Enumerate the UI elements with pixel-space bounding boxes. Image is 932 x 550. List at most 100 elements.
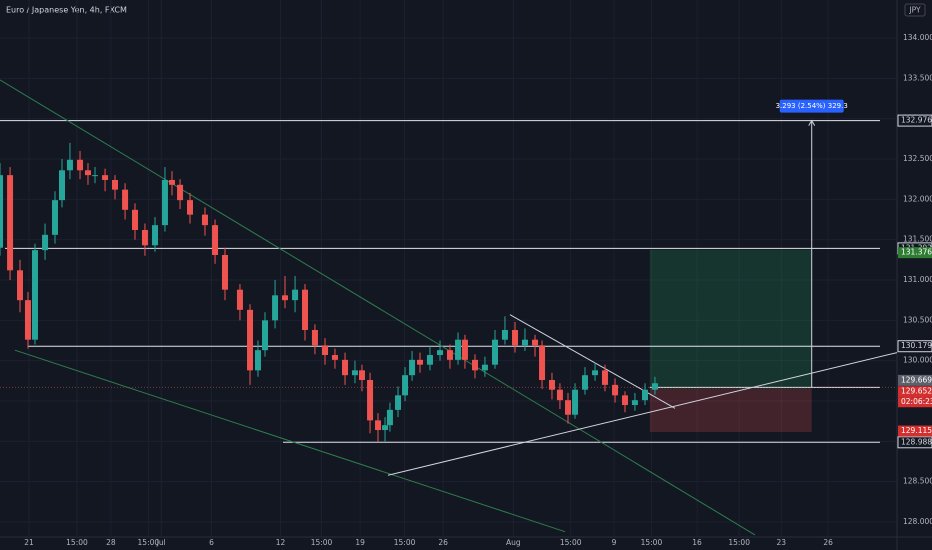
candle-body xyxy=(455,339,462,360)
candle-body xyxy=(152,225,159,246)
price-tag: 132.976 xyxy=(901,116,932,125)
x-tick-label: 15:00 xyxy=(66,538,88,547)
currency[interactable]: JPY xyxy=(908,6,921,15)
candle-body xyxy=(77,159,84,171)
candle-body xyxy=(254,350,261,371)
x-tick-label: 15:00 xyxy=(394,538,416,547)
loss-zone xyxy=(649,388,812,433)
candle-body xyxy=(556,389,563,401)
price-tag-box xyxy=(897,114,932,127)
y-tick-label: 131.500 xyxy=(903,235,932,244)
candle-body xyxy=(641,389,648,401)
x-tick-label: 26 xyxy=(438,538,448,547)
candle-body xyxy=(221,254,228,290)
price-tag-box xyxy=(897,340,932,353)
candle-body xyxy=(367,380,374,421)
candle-body xyxy=(402,375,409,396)
candle-body xyxy=(272,295,279,321)
candle-body xyxy=(292,289,299,301)
x-tick-label: 16 xyxy=(692,538,702,547)
x-tick-label: 12 xyxy=(276,538,286,547)
candle-body xyxy=(382,425,389,431)
candle-body xyxy=(395,395,402,410)
trend-line xyxy=(0,79,756,536)
profit-zone xyxy=(649,249,812,389)
price-tag-box xyxy=(898,425,932,437)
price-tag: 131.376 xyxy=(901,248,932,257)
candle-body xyxy=(521,339,528,346)
candle-body xyxy=(42,234,49,251)
candle-body xyxy=(358,370,365,381)
x-tick-label: 26 xyxy=(823,538,833,547)
candle-body xyxy=(581,375,588,390)
candle-body xyxy=(548,380,555,390)
candle-body xyxy=(417,359,424,365)
countdown: 02:06:23 xyxy=(901,397,932,406)
candle-body xyxy=(461,339,468,360)
price-tag-box xyxy=(898,374,932,386)
currency-box[interactable] xyxy=(904,3,926,17)
measure-label-box xyxy=(779,99,844,113)
price-tag-box xyxy=(897,436,932,449)
x-tick-label: 15:00 xyxy=(560,538,582,547)
x-tick-label: 15:00 xyxy=(311,538,333,547)
candle-body xyxy=(112,179,119,190)
candle-body xyxy=(302,289,309,331)
measure-arrow xyxy=(808,119,816,126)
candle-body xyxy=(132,209,139,230)
candle-body xyxy=(24,300,31,340)
candle-body xyxy=(532,339,539,346)
candle-body xyxy=(631,400,638,406)
candle-body xyxy=(102,175,109,180)
candle-body xyxy=(261,320,268,351)
candle-body xyxy=(612,384,619,396)
price-tag: 128.988 xyxy=(901,437,932,446)
candle-body xyxy=(426,355,433,365)
candle-body xyxy=(539,345,546,381)
candle-body xyxy=(236,289,243,310)
candle-body xyxy=(331,355,338,360)
x-tick-label: 15:00 xyxy=(641,538,663,547)
trend-line xyxy=(14,349,566,533)
x-tick-label: 6 xyxy=(209,538,214,547)
candle-body xyxy=(322,345,329,356)
price-tag: 130.179 xyxy=(901,341,932,350)
y-tick-label: 128.000 xyxy=(903,517,932,526)
candle-body xyxy=(141,229,148,246)
y-tick-label: 130.500 xyxy=(903,315,932,324)
candle-body xyxy=(409,359,416,376)
x-tick-label: 19 xyxy=(355,538,365,547)
x-tick-label: 15:00 xyxy=(138,538,160,547)
candle-body xyxy=(651,383,658,390)
price-tag: 129.652 xyxy=(901,387,932,396)
candle-body xyxy=(512,330,519,346)
candle-body xyxy=(446,350,453,360)
candle-body xyxy=(437,350,444,356)
candle-body xyxy=(59,170,66,201)
price-tag-box xyxy=(898,247,932,259)
candle-body xyxy=(122,189,129,210)
measure-label: 3.293 (2.54%) 329.3 xyxy=(776,102,848,110)
candle-body xyxy=(311,330,318,346)
candle-body xyxy=(31,250,38,340)
candle-body xyxy=(565,400,572,415)
candle-body xyxy=(351,370,358,376)
candle-body xyxy=(201,214,208,226)
candle-body xyxy=(186,200,193,215)
candle-body xyxy=(91,175,98,177)
candle-body xyxy=(168,179,175,185)
x-tick-label: 23 xyxy=(777,538,787,547)
x-tick-label: 28 xyxy=(106,538,116,547)
candle-body xyxy=(592,370,599,376)
price-tag: 129.669 xyxy=(901,375,932,384)
candle-body xyxy=(386,409,393,426)
candle-body xyxy=(212,225,219,255)
candle-body xyxy=(572,389,579,415)
candle-body xyxy=(7,175,14,271)
x-tick-label: Jul xyxy=(156,538,166,547)
candle-body xyxy=(601,370,608,385)
candle-body xyxy=(84,170,91,176)
